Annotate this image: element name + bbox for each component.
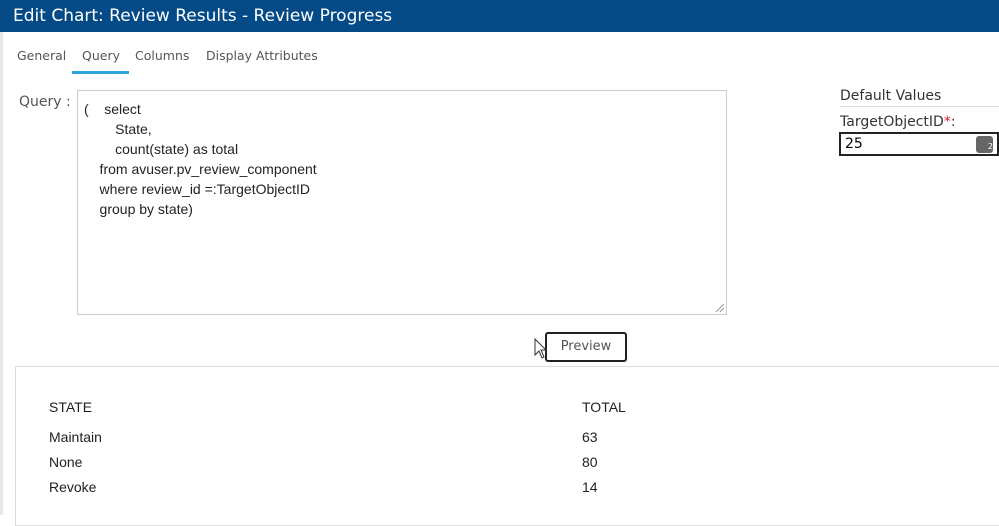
- tab-display-attributes[interactable]: Display Attributes: [206, 48, 318, 63]
- left-edge: [0, 32, 3, 515]
- row-state: None: [49, 454, 83, 470]
- column-header-state: STATE: [49, 399, 93, 415]
- preview-button[interactable]: Preview: [545, 332, 627, 362]
- row-total: 80: [582, 454, 598, 470]
- param-value: 25: [845, 136, 863, 152]
- tab-query[interactable]: Query: [72, 48, 129, 74]
- value-picker-icon[interactable]: 2: [976, 136, 993, 153]
- row-state: Maintain: [49, 429, 102, 445]
- mouse-cursor-icon: [534, 338, 548, 359]
- query-textarea[interactable]: ( select State, count(state) as total fr…: [77, 90, 727, 315]
- column-header-total: TOTAL: [582, 399, 626, 415]
- tab-columns[interactable]: Columns: [135, 48, 190, 63]
- resize-grip-icon[interactable]: [716, 304, 724, 312]
- required-mark: *: [943, 114, 951, 130]
- default-values-heading: Default Values: [840, 88, 999, 107]
- query-text: ( select State, count(state) as total fr…: [84, 101, 317, 217]
- dialog-title: Edit Chart: Review Results - Review Prog…: [0, 0, 999, 32]
- target-object-id-label: TargetObjectID*:: [840, 114, 956, 130]
- param-label: TargetObjectID: [840, 114, 944, 130]
- colon: :: [950, 114, 956, 130]
- tab-general[interactable]: General: [17, 48, 67, 63]
- query-label: Query :: [19, 94, 71, 110]
- target-object-id-input[interactable]: 25 2: [839, 132, 999, 156]
- results-table: STATE TOTAL Maintain 63 None 80 Revoke 1…: [15, 366, 999, 526]
- row-state: Revoke: [49, 479, 97, 495]
- row-total: 63: [582, 429, 598, 445]
- row-total: 14: [582, 479, 598, 495]
